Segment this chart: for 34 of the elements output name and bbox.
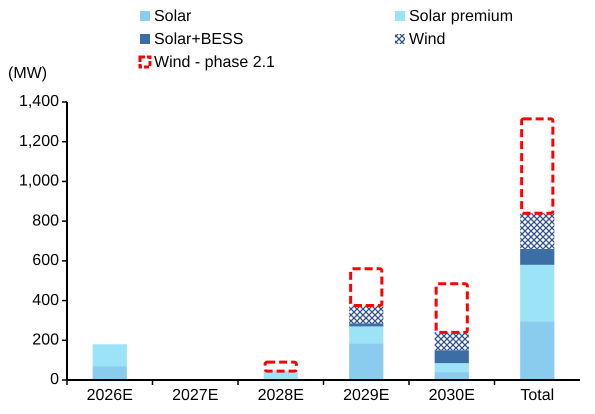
bar bbox=[92, 344, 127, 366]
bar bbox=[349, 323, 384, 326]
y-tick-label: 400 bbox=[32, 292, 60, 309]
bar bbox=[349, 306, 384, 324]
x-tick-label: 2027E bbox=[172, 387, 218, 404]
y-tick-label: 1,400 bbox=[18, 93, 60, 110]
y-tick-label: 800 bbox=[32, 212, 60, 230]
bar bbox=[434, 332, 469, 350]
legend-label: Solar premium bbox=[409, 8, 514, 26]
legend-label: Wind bbox=[409, 31, 446, 48]
bar bbox=[349, 343, 384, 380]
legend-label: Solar+BESS bbox=[154, 31, 244, 48]
x-tick-label: Total bbox=[520, 387, 554, 404]
y-tick-label: 0 bbox=[50, 371, 60, 388]
x-tick-label: 2026E bbox=[86, 387, 133, 404]
y-tick-label: 1,000 bbox=[18, 172, 60, 190]
bar bbox=[92, 366, 127, 380]
bar bbox=[434, 363, 469, 372]
y-tick-label: 1,200 bbox=[18, 132, 60, 150]
y-axis-title: (MW) bbox=[8, 65, 48, 82]
x-tick-label: 2029E bbox=[343, 387, 390, 404]
bar bbox=[520, 264, 554, 322]
y-tick-label: 600 bbox=[32, 252, 60, 270]
bar bbox=[520, 248, 554, 265]
legend-label: Wind - phase 2.1 bbox=[154, 54, 276, 72]
bar bbox=[520, 321, 554, 380]
bar bbox=[434, 282, 469, 334]
x-tick-label: 2028E bbox=[258, 387, 304, 404]
y-tick-label: 200 bbox=[32, 332, 60, 349]
bar bbox=[520, 213, 554, 249]
bar bbox=[434, 350, 469, 364]
x-tick-label: 2030E bbox=[428, 387, 475, 404]
legend-label: Solar bbox=[154, 8, 192, 26]
bar bbox=[349, 326, 384, 344]
